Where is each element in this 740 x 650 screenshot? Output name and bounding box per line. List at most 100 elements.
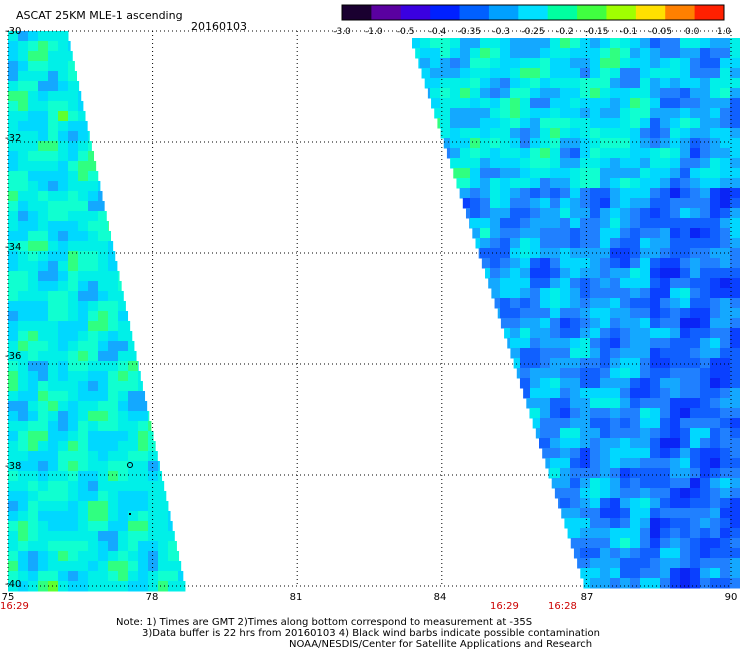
wind-cell [660,268,671,279]
wind-cell [480,198,491,209]
wind-cell [560,498,571,509]
wind-cell [48,461,59,472]
wind-cell [48,491,59,502]
time-label: 16:29 [0,601,29,612]
wind-cell [490,58,501,69]
wind-cell [78,311,89,322]
wind-cell [28,321,39,332]
wind-cell [138,521,149,532]
wind-cell [530,78,541,89]
wind-cell [510,298,521,309]
wind-cell [58,421,69,432]
wind-cell [28,401,39,412]
wind-cell [128,381,139,392]
wind-cell [630,528,641,539]
wind-cell [650,38,661,49]
wind-cell [680,58,691,69]
wind-cell [88,441,99,452]
wind-cell [640,118,651,129]
wind-cell [640,58,651,69]
wind-cell [430,78,441,89]
wind-cell [98,541,109,552]
wind-cell [590,328,601,339]
wind-cell [590,438,601,449]
wind-cell [700,228,711,239]
wind-cell [610,248,621,259]
wind-cell [690,168,701,179]
wind-cell [570,318,581,329]
wind-cell [500,308,511,319]
wind-cell [38,51,49,62]
wind-cell [670,458,681,469]
wind-cell [610,118,621,129]
wind-cell [28,331,39,342]
wind-cell [690,48,701,59]
wind-cell [480,48,491,59]
wind-cell [560,128,571,139]
wind-cell [18,341,29,352]
wind-cell [530,218,541,229]
wind-cell [78,551,89,562]
colorbar-swatch [371,5,402,20]
wind-cell [98,391,109,402]
wind-cell [720,48,731,59]
wind-cell [450,158,461,169]
wind-cell [570,138,581,149]
wind-cell [510,348,521,359]
wind-cell [570,538,581,549]
wind-cell [550,178,561,189]
wind-cell [690,128,701,139]
wind-cell [8,471,19,482]
wind-cell [600,98,611,109]
wind-cell [600,458,611,469]
wind-cell [700,88,711,99]
wind-cell [48,571,59,582]
wind-cell [8,121,19,132]
wind-cell [550,218,561,229]
wind-cell [540,378,551,389]
wind-cell [18,41,29,52]
wind-cell [88,171,99,182]
wind-cell [630,58,641,69]
wind-cell [650,108,661,119]
wind-cell [490,108,501,119]
wind-cell [680,268,691,279]
wind-cell [78,171,89,182]
wind-cell [520,78,531,89]
wind-cell [470,168,481,179]
wind-cell [8,541,19,552]
wind-cell [460,98,471,109]
wind-cell [590,408,601,419]
wind-cell [148,561,159,572]
wind-cell [580,308,591,319]
wind-cell [510,278,521,289]
wind-cell [28,311,39,322]
wind-cell [540,288,551,299]
colorbar-tick-label: -3.0 [333,27,351,37]
wind-cell [58,291,69,302]
wind-cell [630,568,641,579]
wind-cell [630,468,641,479]
wind-cell [700,208,711,219]
wind-cell [490,238,501,249]
wind-cell [520,248,531,259]
wind-cell [560,88,571,99]
wind-cell [620,98,631,109]
wind-cell [520,378,531,389]
footer-note-2: 3)Data buffer is 22 hrs from 20160103 4)… [142,628,600,639]
wind-cell [480,228,491,239]
wind-cell [158,471,163,482]
wind-cell [118,371,129,382]
wind-cell [680,498,691,509]
wind-cell [570,168,581,179]
wind-cell [88,251,99,262]
wind-cell [640,398,651,409]
wind-cell [488,278,491,289]
wind-cell [8,171,19,182]
wind-cell [58,161,69,172]
wind-cell [550,88,561,99]
wind-cell [88,181,99,192]
wind-cell [460,88,471,99]
wind-cell [38,441,49,452]
